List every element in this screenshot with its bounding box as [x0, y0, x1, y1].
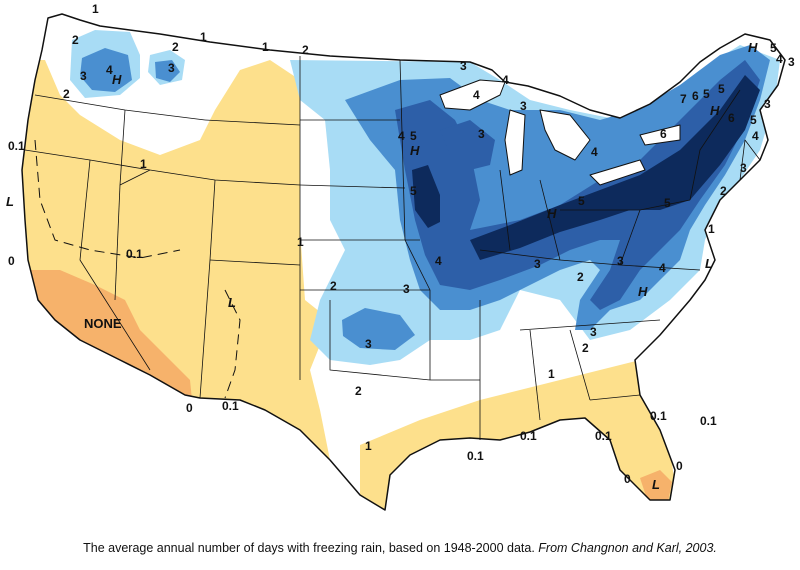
label-c6: 6 [692, 89, 699, 103]
caption-text: The average annual number of days with f… [83, 541, 535, 555]
label-c3: 3 [403, 282, 410, 296]
contour-dashed [34, 139, 241, 399]
label-c5: 5 [410, 129, 417, 143]
label-c4: 4 [591, 145, 598, 159]
freezing-rain-map: 1 1 1 2 2 3 2 3 4 H 2 1 0.1 L 0 0.1 NONE… [6, 2, 795, 511]
label-c01: 0.1 [222, 399, 239, 413]
contour-labels: 1 1 1 2 2 3 2 3 4 H 2 1 0.1 L 0 0.1 NONE… [6, 2, 795, 492]
label-c2: 2 [330, 279, 337, 293]
label-c3: 3 [168, 61, 175, 75]
label-l: L [6, 194, 14, 209]
label-c7: 7 [680, 92, 687, 106]
label-l: L [705, 256, 713, 271]
label-c0: 0 [8, 254, 15, 268]
label-c01: 0.1 [8, 139, 25, 153]
label-c4: 4 [659, 261, 666, 275]
label-c5: 5 [664, 196, 671, 210]
label-c01: 0.1 [126, 247, 143, 261]
label-c4: 4 [752, 129, 759, 143]
label-c5: 5 [770, 41, 777, 55]
label-c3: 3 [740, 161, 747, 175]
label-c5: 5 [750, 113, 757, 127]
label-c5: 5 [703, 87, 710, 101]
label-h: H [112, 72, 122, 87]
label-h: H [410, 143, 420, 158]
label-c4: 4 [502, 73, 509, 87]
label-c2: 2 [302, 43, 309, 57]
label-l: L [652, 477, 660, 492]
label-c0: 0 [186, 401, 193, 415]
label-c5: 5 [410, 184, 417, 198]
map-caption: The average annual number of days with f… [0, 541, 800, 555]
label-c1: 1 [200, 30, 207, 44]
label-c2: 2 [172, 40, 179, 54]
label-c3: 3 [590, 325, 597, 339]
zone-3-montana [155, 60, 180, 82]
zone-5-iowa [412, 165, 440, 228]
label-c2: 2 [582, 341, 589, 355]
label-c4: 4 [106, 63, 113, 77]
label-c2: 2 [577, 270, 584, 284]
label-c1: 1 [262, 40, 269, 54]
label-c3: 3 [365, 337, 372, 351]
label-c3: 3 [460, 59, 467, 73]
label-c6: 6 [660, 127, 667, 141]
label-c4: 4 [398, 129, 405, 143]
zone-5-ohio-valley [470, 75, 760, 260]
label-c6: 6 [728, 111, 735, 125]
label-c1: 1 [548, 367, 555, 381]
zone-3-idaho [80, 48, 132, 92]
label-c4: 4 [776, 52, 783, 66]
label-c1: 1 [92, 2, 99, 16]
us-outline [21, 13, 786, 511]
label-c2: 2 [720, 184, 727, 198]
label-c3: 3 [520, 99, 527, 113]
label-h: H [748, 40, 758, 55]
label-c5: 5 [578, 194, 585, 208]
label-none: NONE [84, 316, 122, 331]
label-l: L [228, 295, 236, 310]
label-c01: 0.1 [700, 414, 717, 428]
label-c5: 5 [718, 82, 725, 96]
label-h: H [547, 206, 557, 221]
zone-0-florida [640, 470, 672, 502]
label-c3: 3 [764, 97, 771, 111]
caption-source: From Changnon and Karl, 2003. [538, 541, 717, 555]
label-h: H [638, 284, 648, 299]
label-c1: 1 [365, 439, 372, 453]
label-h: H [710, 103, 720, 118]
label-c0: 0 [676, 459, 683, 473]
label-c4: 4 [473, 88, 480, 102]
label-c1: 1 [708, 222, 715, 236]
label-c01: 0.1 [520, 429, 537, 443]
label-c2: 2 [72, 33, 79, 47]
label-c1: 1 [140, 157, 147, 171]
label-c01: 0.1 [650, 409, 667, 423]
label-c0: 0 [624, 472, 631, 486]
zone-4-michigan [440, 120, 495, 170]
great-lakes [439, 79, 681, 186]
label-c3: 3 [534, 257, 541, 271]
label-c2: 2 [355, 384, 362, 398]
state-borders [24, 56, 761, 440]
label-c4: 4 [435, 254, 442, 268]
label-c3: 3 [80, 69, 87, 83]
label-c3: 3 [478, 127, 485, 141]
label-c1: 1 [297, 235, 304, 249]
label-c3: 3 [788, 55, 795, 69]
label-c3: 3 [617, 254, 624, 268]
label-c01: 0.1 [467, 449, 484, 463]
zone-0-california [22, 270, 192, 400]
label-c2: 2 [63, 87, 70, 101]
zone-3-oklahoma [342, 308, 415, 350]
label-c01: 0.1 [595, 429, 612, 443]
